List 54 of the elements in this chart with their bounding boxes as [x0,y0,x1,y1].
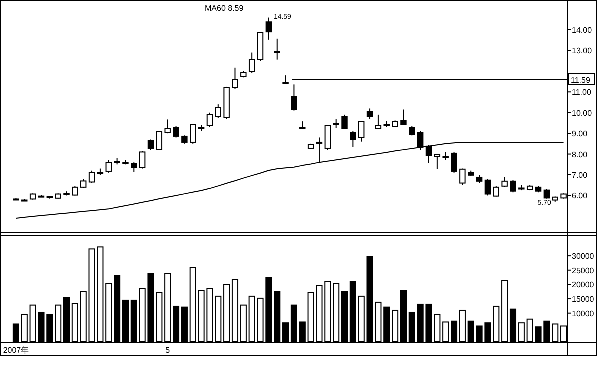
candlestick [510,180,516,194]
y-tick-label: 25000 [572,266,595,276]
y-tick-label: 10.00 [572,108,593,118]
candlestick [232,67,238,90]
candlestick [333,118,340,129]
candlestick [400,109,407,126]
x-tick-label: 2007年 [3,346,30,355]
candlestick [484,178,492,196]
y-tick-label: 30000 [572,252,595,262]
candlestick [544,189,550,200]
candlestick [426,144,432,164]
candlestick [375,114,382,130]
candlestick [190,124,196,144]
candlestick [164,119,171,134]
annotation: MA60 8.59 [205,4,244,13]
y-tick-label: 7.00 [572,171,588,180]
y-tick-label: 8.00 [572,150,588,160]
x-tick-label: 5 [166,346,171,355]
candlestick [80,178,87,189]
candlestick [139,150,146,170]
candlestick [106,160,112,174]
candlestick [409,126,416,136]
candlestick [72,186,78,196]
ref-line-label: 11.59 [571,76,591,85]
candlestick [342,114,348,130]
candlestick [324,124,332,151]
candlestick [206,112,214,128]
candlestick [88,170,96,184]
candlestick [156,131,163,151]
y-tick-label: 11.00 [572,88,592,98]
candlestick [282,75,289,84]
y-tick-label: 14.00 [572,26,593,35]
y-tick-label: 9.00 [572,130,588,139]
candlestick [173,126,180,138]
candlestick [460,168,466,186]
candlestick [266,17,272,40]
candlestick [300,121,306,130]
candlestick [291,84,298,112]
candlestick [274,38,280,60]
candlestick [358,120,365,142]
candlestick [434,154,441,170]
candlestick [502,176,508,188]
candlestick [493,186,500,198]
candlestick [131,162,138,174]
candlestick [451,152,458,174]
candlestick [215,104,222,119]
candlestick [350,131,356,148]
y-tick-label: 13.00 [572,46,593,56]
y-tick-label: 6.00 [572,192,588,201]
y-tick-label: 15000 [572,295,595,304]
candlestick [248,52,256,74]
y-tick-label: 10000 [572,309,595,318]
y-tick-label: 20000 [572,280,595,290]
candlestick [366,108,374,120]
